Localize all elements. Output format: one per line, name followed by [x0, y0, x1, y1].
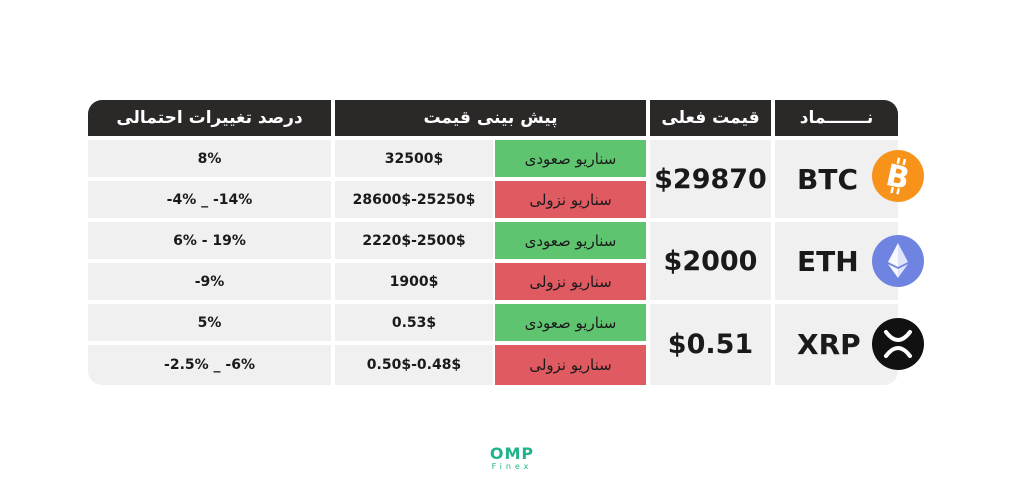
change-cell: 8% — [88, 140, 331, 177]
scenario-down-cell: سناریو نزولی — [495, 263, 646, 300]
header-forecast: پیش بینی قیمت — [335, 100, 646, 136]
change-cell: -2.5% _ -6% — [88, 345, 331, 385]
symbol-label: ETH — [797, 244, 859, 278]
header-current-price: قیمت فعلی — [650, 100, 771, 136]
price-cell-btc: $29870 — [650, 140, 771, 218]
brand-sub: Finex — [491, 462, 533, 471]
header-change: درصد تغییرات احتمالی — [88, 100, 331, 136]
symbol-label: BTC — [797, 162, 858, 196]
forecast-cell: 2220$-2500$ — [335, 222, 493, 259]
ethereum-icon — [872, 235, 924, 287]
change-cell: -4% _ -14% — [88, 181, 331, 218]
price-cell-eth: $2000 — [650, 222, 771, 300]
brand-name: OMP — [489, 444, 535, 463]
scenario-up-cell: سناریو صعودی — [495, 304, 646, 341]
scenario-up-cell: سناریو صعودی — [495, 222, 646, 259]
bitcoin-icon: B — [872, 150, 924, 202]
brand-logo: OMP Finex — [472, 446, 552, 472]
forecast-cell: 32500$ — [335, 140, 493, 177]
change-cell: 5% — [88, 304, 331, 341]
forecast-cell: 0.53$ — [335, 304, 493, 341]
symbol-cell-xrp: XRP — [775, 304, 898, 385]
change-cell: -9% — [88, 263, 331, 300]
forecast-table: درصد تغییرات احتمالی پیش بینی قیمت قیمت … — [88, 100, 924, 386]
price-cell-xrp: $0.51 — [650, 304, 771, 385]
forecast-cell: 1900$ — [335, 263, 493, 300]
scenario-down-cell: سناریو نزولی — [495, 181, 646, 218]
symbol-label: XRP — [797, 328, 861, 361]
scenario-up-cell: سناریو صعودی — [495, 140, 646, 177]
header-symbol: نـــــــماد — [775, 100, 898, 136]
forecast-cell: 0.50$-0.48$ — [335, 345, 493, 385]
change-cell: 6% - 19% — [88, 222, 331, 259]
ripple-icon — [872, 318, 924, 370]
forecast-cell: 28600$-25250$ — [335, 181, 493, 218]
scenario-down-cell: سناریو نزولی — [495, 345, 646, 385]
